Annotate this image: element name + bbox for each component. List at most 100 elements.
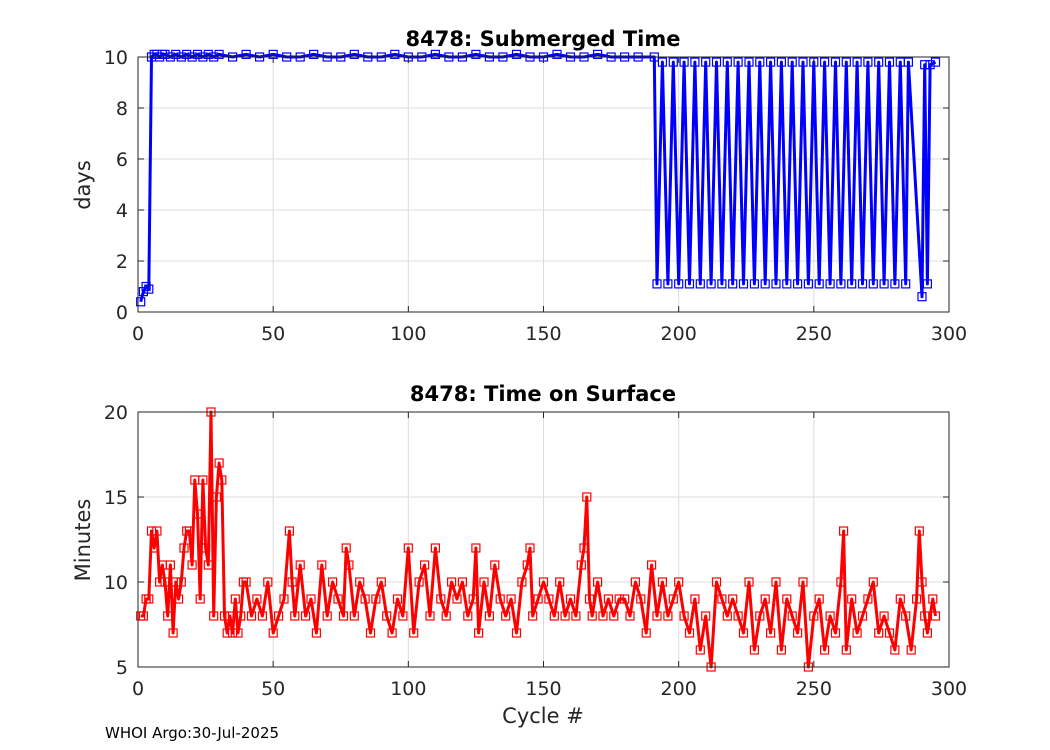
surface-time-x-tick-label: 200: [661, 678, 697, 700]
submerged-time-data-point: [825, 279, 835, 289]
surface-time-data-point: [338, 611, 349, 621]
surface-time-data-point: [830, 628, 841, 638]
surface-time-data-point: [387, 628, 397, 638]
surface-time-series-line: [140, 410, 937, 669]
submerged-time-data-point: [711, 57, 722, 67]
surface-time-data-point: [306, 594, 316, 604]
submerged-time-data-point: [771, 279, 781, 289]
surface-time-y-axis-label: Minutes: [71, 499, 95, 582]
surface-time-data-point: [436, 594, 446, 604]
surface-time-data-point: [295, 560, 305, 570]
surface-time-data-point: [201, 543, 211, 553]
surface-time-data-point: [603, 594, 614, 604]
submerged-time-data-point: [798, 57, 808, 67]
surface-time-data-point: [868, 577, 878, 587]
surface-time-data-point: [222, 628, 232, 638]
surface-time-data-point: [184, 526, 194, 536]
surface-time-x-axis-label: Cycle #: [502, 704, 584, 728]
submerged-time-data-point: [857, 279, 868, 289]
submerged-time-data-point: [765, 57, 776, 67]
surface-time-data-point: [246, 611, 257, 621]
submerged-time-data-point: [879, 279, 889, 289]
surface-time-data-point: [684, 628, 695, 638]
surface-time-data-point: [928, 594, 938, 604]
submerged-time-data-point: [749, 279, 760, 289]
submerged-time-x-tick-label: 0: [132, 323, 144, 345]
surface-time-data-point: [179, 543, 189, 553]
surface-time-data-point: [198, 475, 208, 485]
surface-time-data-point: [792, 628, 803, 638]
surface-time-data-point: [360, 594, 370, 604]
surface-time-data-point: [257, 611, 267, 621]
submerged-time-data-point: [390, 49, 400, 60]
submerged-time-data-point: [930, 57, 941, 67]
surface-time-data-point: [776, 645, 787, 655]
surface-time-data-point: [619, 594, 630, 604]
surface-time-data-point: [144, 594, 154, 604]
surface-time-x-tick-label: 300: [931, 678, 967, 700]
surface-time-ticks: 0 50 100 150 200 250 300 5 10 15 20: [104, 402, 967, 700]
submerged-time-data-point: [925, 60, 935, 70]
surface-time-data-point: [192, 509, 203, 519]
surface-time-data-point: [598, 611, 608, 621]
surface-time-data-point: [657, 577, 668, 587]
surface-time-data-point: [533, 594, 543, 604]
surface-time-data-point: [701, 611, 711, 621]
surface-time-data-point: [152, 526, 162, 536]
submerged-time-data-point: [674, 279, 684, 289]
surface-time-data-point: [474, 628, 484, 638]
surface-time-data-point: [920, 611, 930, 621]
submerged-time-data-point: [717, 279, 727, 289]
submerged-time-data-point: [814, 279, 824, 289]
submerged-time-data-point: [690, 57, 700, 67]
surface-time-data-point: [841, 645, 851, 655]
submerged-time-data-point: [309, 49, 319, 60]
submerged-time-data-point: [241, 49, 251, 60]
surface-time-data-point: [311, 628, 321, 638]
submerged-time-data-point: [138, 287, 148, 297]
surface-time-data-point: [355, 577, 365, 587]
surface-time-data-point: [146, 526, 157, 536]
surface-time-data-point: [217, 475, 227, 485]
surface-time-data-point: [690, 594, 700, 604]
surface-time-data-point: [765, 628, 776, 638]
submerged-time-data-point: [744, 57, 754, 67]
submerged-time-data-point: [160, 49, 170, 60]
surface-time-data-point: [149, 543, 159, 553]
submerged-time-data-point: [679, 57, 689, 67]
submerged-time-y-tick-label: 0: [116, 302, 128, 324]
surface-time-data-point: [738, 628, 749, 638]
surface-time-data-point: [917, 577, 927, 587]
surface-time-data-point: [695, 645, 705, 655]
surface-time-data-point: [263, 577, 273, 587]
submerged-time-data-point: [663, 279, 673, 289]
surface-time-data-point: [214, 458, 224, 468]
surface-time-data-point: [847, 594, 857, 604]
surface-time-data-point: [160, 577, 170, 587]
surface-time-data-point: [525, 543, 535, 553]
surface-time-plot: 0 50 100 150 200 250 300 5 10 15 20 8478: Time on …: [71, 382, 967, 728]
surface-time-data-point: [679, 611, 689, 621]
submerged-time-data-point: [792, 279, 803, 289]
surface-time-data-point: [798, 577, 808, 587]
surface-time-data-point: [479, 577, 489, 587]
surface-time-data-point: [560, 611, 570, 621]
surface-time-data-point: [663, 611, 673, 621]
surface-time-data-point: [176, 577, 186, 587]
surface-time-data-point: [371, 594, 381, 604]
surface-time-data-point: [782, 594, 792, 604]
surface-time-data-point: [403, 543, 413, 553]
surface-time-data-point: [228, 628, 238, 638]
submerged-time-x-tick-label: 200: [661, 323, 697, 345]
surface-time-data-point: [819, 645, 830, 655]
surface-time-data-point: [165, 560, 175, 570]
submerged-time-data-point: [782, 279, 792, 289]
surface-time-data-point: [468, 594, 478, 604]
surface-time-data-point: [733, 611, 743, 621]
surface-time-data-point: [722, 611, 732, 621]
surface-time-data-point: [528, 611, 538, 621]
surface-time-data-point: [728, 594, 738, 604]
surface-time-data-point: [187, 560, 197, 570]
surface-time-data-point: [863, 594, 873, 604]
surface-time-data-point: [879, 611, 889, 621]
